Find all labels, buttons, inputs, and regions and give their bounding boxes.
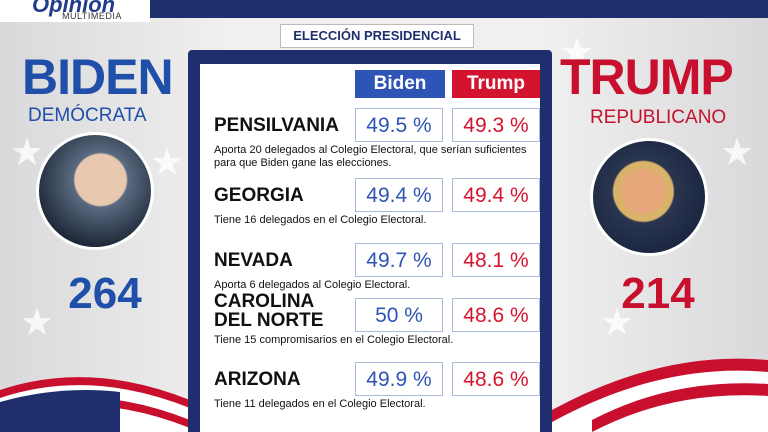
electoral-votes: 264 bbox=[68, 269, 142, 318]
star: ★ bbox=[720, 132, 755, 174]
state-note: Aporta 20 delegados al Colegio Electoral… bbox=[214, 144, 527, 169]
results-table: Biden Trump PENSILVANIA 49.5 % 49.3 % Aport… bbox=[200, 64, 540, 432]
biden-value: 49.4 % bbox=[355, 178, 443, 212]
biden-value: 49.5 % bbox=[355, 108, 443, 142]
star: ★ bbox=[150, 142, 185, 184]
state-note: Tiene 16 delegados en el Colegio Elector… bbox=[214, 214, 427, 226]
column-header: Trump bbox=[452, 70, 540, 98]
column-header: Biden bbox=[355, 70, 445, 98]
star: ★ bbox=[10, 132, 45, 174]
candidate-party: DEMÓCRATA bbox=[28, 105, 147, 126]
trump-value: 48.6 % bbox=[452, 362, 540, 396]
candidate-party: REPUBLICANO bbox=[590, 107, 727, 128]
state-note: Aporta 6 delegados al Colegio Electoral. bbox=[214, 279, 411, 291]
flag-left bbox=[0, 377, 190, 432]
state-note: Tiene 15 compromisarios en el Colegio El… bbox=[214, 334, 454, 346]
trump-value: 49.3 % bbox=[452, 108, 540, 142]
electoral-votes: 214 bbox=[621, 269, 695, 318]
trump-value: 49.4 % bbox=[452, 178, 540, 212]
star: ★ bbox=[600, 302, 635, 344]
candidate-name: TRUMP bbox=[560, 49, 734, 105]
biden-value: 49.7 % bbox=[355, 243, 443, 277]
biden-value: 50 % bbox=[355, 298, 443, 332]
candidate-name: BIDEN bbox=[22, 49, 174, 105]
candidate-photo bbox=[590, 138, 708, 256]
state-name: ARIZONA bbox=[214, 369, 301, 390]
candidate-photo bbox=[36, 132, 154, 250]
star: ★ bbox=[560, 32, 595, 74]
top-bar bbox=[0, 0, 768, 18]
state-name: NEVADA bbox=[214, 250, 293, 271]
state-name: PENSILVANIA bbox=[214, 115, 339, 136]
logo: Opinión MULTIMEDIA bbox=[0, 0, 150, 22]
trump-value: 48.1 % bbox=[452, 243, 540, 277]
state-name: GEORGIA bbox=[214, 185, 304, 206]
flag-right bbox=[552, 358, 768, 432]
star: ★ bbox=[20, 302, 55, 344]
biden-value: 49.9 % bbox=[355, 362, 443, 396]
logo-subtext: MULTIMEDIA bbox=[62, 11, 122, 21]
trump-value: 48.6 % bbox=[452, 298, 540, 332]
subtitle: ELECCIÓN PRESIDENCIAL bbox=[280, 24, 474, 48]
logo-text: Opinión bbox=[32, 0, 116, 17]
state-note: Tiene 11 delegados en el Colegio Elector… bbox=[214, 398, 426, 410]
state-name: CAROLINA DEL NORTE bbox=[214, 291, 324, 331]
